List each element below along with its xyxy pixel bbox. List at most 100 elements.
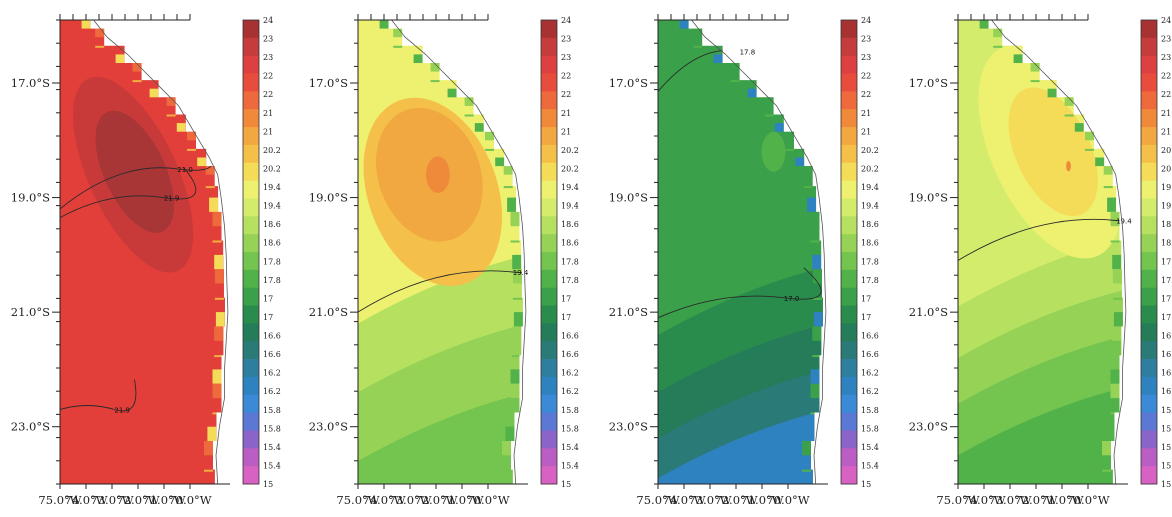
- coastal-cell: [132, 63, 142, 72]
- colorbar-swatch: [243, 341, 259, 360]
- coastal-cell: [503, 166, 513, 175]
- colorbar-tick-label: 16.6: [561, 350, 579, 359]
- lon-tick-label: 71.0°W: [740, 493, 783, 507]
- coastal-cell: [212, 240, 222, 243]
- coastal-cell: [166, 114, 176, 117]
- colorbar-swatch: [541, 73, 557, 92]
- colorbar-tick-label: 15.8: [861, 406, 879, 415]
- contour-label: 19.4: [1116, 218, 1132, 226]
- colorbar-tick-label: 17: [561, 313, 571, 322]
- coastal-cell: [693, 28, 703, 38]
- coastal-cell: [510, 369, 520, 384]
- panel-2: 19.4 17.0°S 19.0°S 21.0°S 23.0°S 75.0°W74.0°W…: [309, 14, 579, 507]
- colorbar-tick-label: 23: [561, 53, 571, 62]
- coastal-cell: [1095, 157, 1105, 167]
- colorbar-swatch: [841, 180, 857, 199]
- colorbar-tick-label: 23: [263, 35, 273, 44]
- colorbar-swatch: [1141, 127, 1157, 146]
- coastal-cell: [510, 240, 520, 243]
- colorbar-swatch: [841, 359, 857, 378]
- lat-tick-label: 17.0°S: [609, 76, 648, 90]
- colorbar-tick-label: 18.6: [1161, 239, 1172, 248]
- coastal-cell: [1112, 355, 1122, 358]
- coastal-cell: [512, 269, 522, 284]
- colorbar-tick-label: 23: [861, 35, 871, 44]
- colorbar-swatch: [541, 162, 557, 182]
- colorbar-swatch: [841, 323, 857, 342]
- coastal-cell: [502, 441, 511, 456]
- lon-tick-label: 74.0°W: [662, 493, 705, 507]
- coastal-cell: [115, 54, 125, 63]
- coastal-cell: [803, 166, 813, 175]
- colorbar-swatch: [841, 127, 857, 146]
- colorbar-tick-label: 19.4: [561, 202, 579, 211]
- colorbar-swatch: [1141, 180, 1157, 199]
- coastal-cell: [805, 426, 815, 441]
- colorbar-swatch: [841, 20, 857, 39]
- coastal-cell: [513, 312, 523, 327]
- lat-tick-label: 19.0°S: [609, 191, 648, 205]
- coastal-cell: [207, 426, 217, 441]
- temperature-field: [658, 20, 823, 484]
- coastal-cell: [993, 45, 1003, 48]
- lon-tick-label: 71.0°W: [440, 493, 483, 507]
- coastal-cell: [810, 383, 820, 399]
- colorbar-tick-label: 18.6: [861, 220, 879, 229]
- colorbar-swatch: [243, 55, 259, 74]
- coastal-cell: [813, 312, 823, 327]
- coastal-cell: [485, 131, 494, 141]
- colorbar-swatch: [243, 466, 259, 485]
- coastal-cell: [812, 326, 822, 341]
- colorbar-swatch: [841, 448, 857, 467]
- colorbar-tick-label: 15.4: [561, 461, 579, 470]
- colorbar-tick-label: 20.2: [861, 165, 879, 174]
- colorbar-swatch: [541, 55, 557, 74]
- coastal-cell: [510, 383, 520, 399]
- coastal-cell: [495, 157, 505, 167]
- contour-line: [658, 267, 822, 319]
- colorbar-swatch: [1141, 37, 1157, 57]
- lon-tick-label: 75.0°W: [38, 493, 81, 507]
- colorbar-swatch: [243, 394, 259, 414]
- coastal-cell: [512, 254, 522, 270]
- coastal-cell: [812, 254, 822, 270]
- lat-tick-label: 23.0°S: [609, 420, 648, 434]
- colorbar-tick-label: 15.4: [263, 443, 281, 452]
- lon-tick-label: 72.0°W: [1014, 493, 1057, 507]
- lon-tick-label: 73.0°W: [988, 493, 1031, 507]
- coastal-cell: [679, 20, 689, 29]
- colorbar-swatch: [1141, 55, 1157, 74]
- colorbar-tick-label: 17.8: [561, 276, 579, 285]
- colorbar-swatch: [541, 376, 557, 396]
- colorbar-swatch: [541, 20, 557, 39]
- coastal-cell: [149, 88, 159, 98]
- coastal-cell: [212, 383, 222, 399]
- coastal-cell: [1107, 197, 1117, 212]
- colorbar-tick-label: 17.8: [861, 257, 879, 266]
- coastal-cell: [802, 469, 811, 472]
- colorbar-tick-label: 22: [861, 90, 871, 99]
- colorbar-swatch: [841, 466, 857, 485]
- colorbar-swatch: [841, 37, 857, 57]
- contour-label: 21.9: [114, 407, 130, 415]
- colorbar-tick-label: 24: [263, 16, 273, 25]
- coastal-cell: [785, 148, 794, 151]
- colorbar-swatch: [841, 162, 857, 182]
- coastal-cell: [1112, 254, 1122, 270]
- colorbar-swatch: [541, 37, 557, 57]
- colorbar-swatch: [1141, 234, 1157, 253]
- coastal-cell: [993, 28, 1003, 38]
- coastal-cell: [1030, 63, 1040, 72]
- colorbar-tick-label: 17.8: [1161, 257, 1172, 266]
- coastal-cell: [204, 469, 213, 472]
- coastal-cell: [505, 426, 515, 441]
- lat-tick-label: 17.0°S: [11, 76, 50, 90]
- colorbar-tick-label: 15: [561, 480, 571, 489]
- coastal-cell: [764, 97, 774, 106]
- coastal-cell: [1112, 269, 1122, 284]
- coastal-cell: [807, 197, 817, 212]
- colorbar-tick-label: 21: [263, 109, 273, 118]
- coastline: [391, 19, 527, 485]
- colorbar-tick-label: 19.4: [861, 202, 879, 211]
- contour-label: 21.0: [177, 166, 193, 174]
